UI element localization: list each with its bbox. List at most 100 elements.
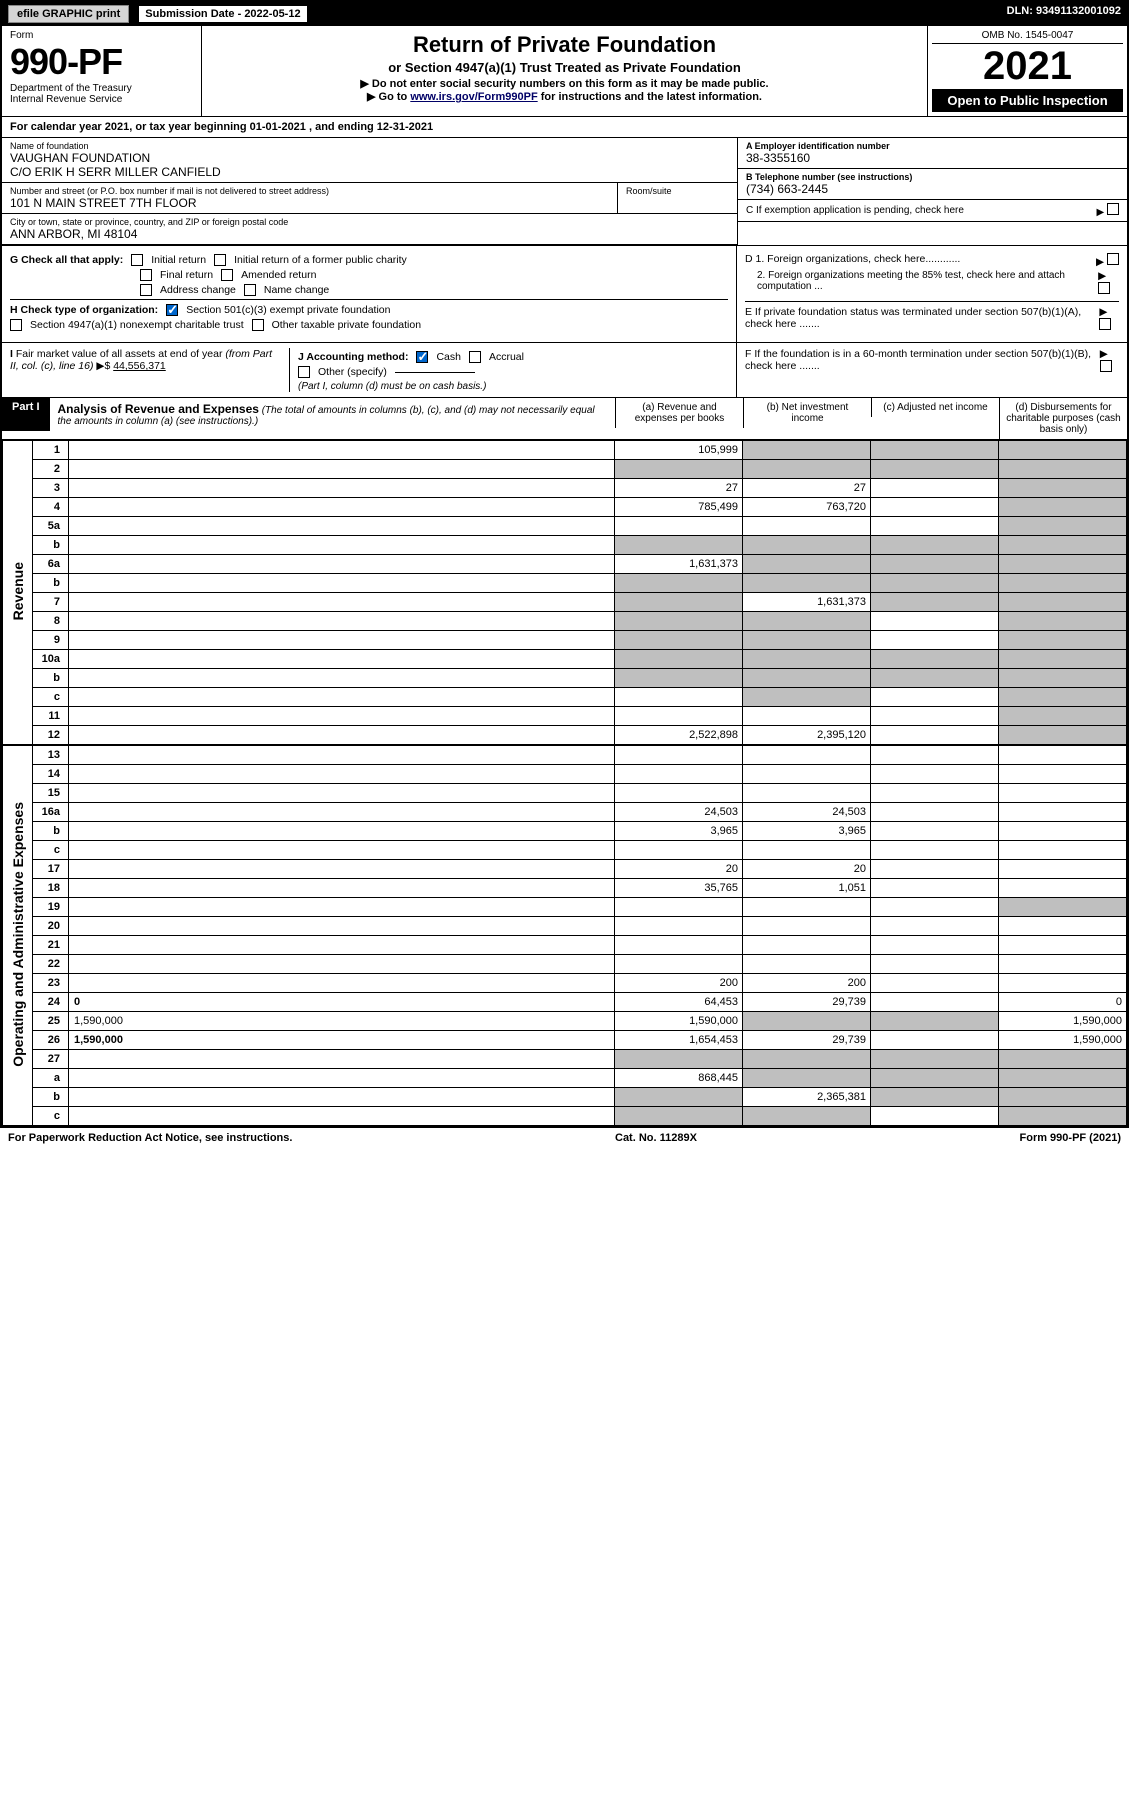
cell-c — [871, 612, 999, 631]
efile-button[interactable]: efile GRAPHIC print — [8, 5, 129, 23]
line-desc — [69, 536, 615, 555]
cell-a — [615, 765, 743, 784]
cell-c — [871, 1050, 999, 1069]
j-label: J Accounting method: — [298, 351, 408, 363]
line-desc — [69, 1088, 615, 1107]
final-return-checkbox[interactable] — [140, 269, 152, 281]
cell-b: 24,503 — [743, 803, 871, 822]
cell-d — [999, 784, 1127, 803]
initial-public-checkbox[interactable] — [214, 254, 226, 266]
cell-c — [871, 1107, 999, 1126]
cell-d — [999, 460, 1127, 479]
line-number: 27 — [33, 1050, 69, 1069]
cell-c — [871, 498, 999, 517]
part1-badge: Part I — [2, 398, 50, 431]
line-number: b — [33, 822, 69, 841]
initial-return-checkbox[interactable] — [131, 254, 143, 266]
line-desc — [69, 441, 615, 460]
cell-b — [743, 517, 871, 536]
line-number: 22 — [33, 955, 69, 974]
cell-b — [743, 536, 871, 555]
cell-d — [999, 688, 1127, 707]
line-number: 24 — [33, 993, 69, 1012]
cell-b — [743, 669, 871, 688]
f-checkbox[interactable] — [1100, 360, 1112, 372]
calendar-year-line: For calendar year 2021, or tax year begi… — [2, 117, 1127, 138]
line-number: 21 — [33, 936, 69, 955]
cell-d — [999, 803, 1127, 822]
cell-b: 200 — [743, 974, 871, 993]
4947-checkbox[interactable] — [10, 319, 22, 331]
e-label: E If private foundation status was termi… — [745, 306, 1099, 333]
d2-checkbox[interactable] — [1098, 282, 1110, 294]
cash-checkbox[interactable] — [416, 351, 428, 363]
line-desc — [69, 669, 615, 688]
cell-b — [743, 1069, 871, 1088]
cell-a — [615, 841, 743, 860]
line-desc — [69, 955, 615, 974]
cell-c — [871, 803, 999, 822]
fmv-value: 44,556,371 — [113, 360, 166, 372]
col-a-head: (a) Revenue and expenses per books — [615, 398, 743, 428]
other-method-checkbox[interactable] — [298, 366, 310, 378]
line-number: 5a — [33, 517, 69, 536]
cell-a — [615, 669, 743, 688]
line-desc — [69, 593, 615, 612]
line-desc — [69, 726, 615, 745]
line-number: 26 — [33, 1031, 69, 1050]
cell-b — [743, 1107, 871, 1126]
cell-d — [999, 669, 1127, 688]
other-taxable-checkbox[interactable] — [252, 319, 264, 331]
cell-b: 763,720 — [743, 498, 871, 517]
name-change-checkbox[interactable] — [244, 284, 256, 296]
line-desc — [69, 1069, 615, 1088]
line-number: 8 — [33, 612, 69, 631]
c-checkbox[interactable] — [1107, 203, 1119, 215]
cell-d — [999, 898, 1127, 917]
e-checkbox[interactable] — [1099, 318, 1111, 330]
line-number: 11 — [33, 707, 69, 726]
cell-c — [871, 1031, 999, 1050]
cell-c — [871, 879, 999, 898]
cell-c — [871, 841, 999, 860]
tel-value: (734) 663-2445 — [746, 182, 1119, 196]
cell-d — [999, 860, 1127, 879]
cell-c — [871, 574, 999, 593]
cell-b — [743, 631, 871, 650]
line-desc — [69, 860, 615, 879]
g-opt-0: Initial return — [151, 254, 206, 266]
cell-b: 3,965 — [743, 822, 871, 841]
instructions-link[interactable]: www.irs.gov/Form990PF — [410, 91, 537, 103]
amended-checkbox[interactable] — [221, 269, 233, 281]
cell-c — [871, 707, 999, 726]
cell-a — [615, 650, 743, 669]
note-post: for instructions and the latest informat… — [538, 91, 762, 103]
cell-c — [871, 1012, 999, 1031]
cell-b — [743, 917, 871, 936]
top-bar: efile GRAPHIC print Submission Date - 20… — [2, 2, 1127, 26]
line-desc — [69, 650, 615, 669]
cell-d — [999, 765, 1127, 784]
cell-a — [615, 688, 743, 707]
cell-d — [999, 1107, 1127, 1126]
line-desc — [69, 1050, 615, 1069]
line-desc — [69, 746, 615, 765]
cell-b — [743, 784, 871, 803]
cell-b: 1,631,373 — [743, 593, 871, 612]
line-number: 6a — [33, 555, 69, 574]
d1-checkbox[interactable] — [1107, 253, 1119, 265]
side-label: Revenue — [3, 441, 33, 745]
cell-d — [999, 1088, 1127, 1107]
line-desc — [69, 784, 615, 803]
accrual-checkbox[interactable] — [469, 351, 481, 363]
line-number: 18 — [33, 879, 69, 898]
501c3-checkbox[interactable] — [166, 304, 178, 316]
cell-b — [743, 841, 871, 860]
line-number: 15 — [33, 784, 69, 803]
g-label: G Check all that apply: — [10, 254, 123, 266]
cell-b — [743, 688, 871, 707]
cell-c — [871, 688, 999, 707]
address-change-checkbox[interactable] — [140, 284, 152, 296]
line-number: b — [33, 536, 69, 555]
line-desc: 0 — [69, 993, 615, 1012]
